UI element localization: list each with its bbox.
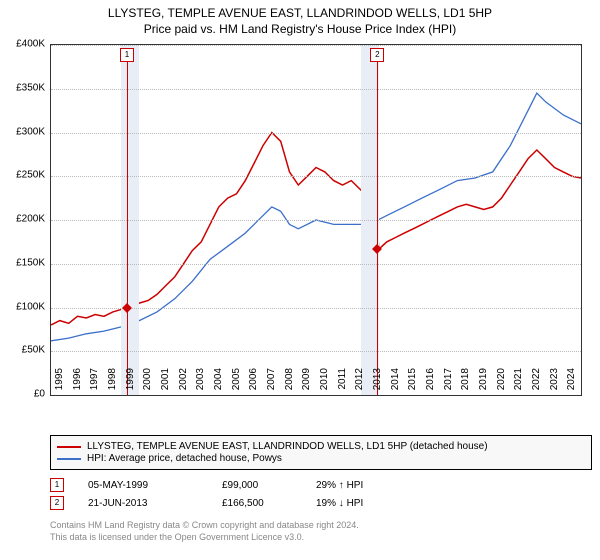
gridline xyxy=(51,351,581,352)
y-tick-label: £100K xyxy=(0,301,45,312)
footnote-line1: Contains HM Land Registry data © Crown c… xyxy=(50,520,359,532)
sale-date: 05-MAY-1999 xyxy=(88,480,198,491)
x-tick-label: 2007 xyxy=(266,368,277,398)
x-tick-label: 1995 xyxy=(54,368,65,398)
event-marker-line xyxy=(127,61,128,395)
y-tick-label: £350K xyxy=(0,82,45,93)
footnote: Contains HM Land Registry data © Crown c… xyxy=(50,520,359,543)
x-tick-label: 2008 xyxy=(284,368,295,398)
footnote-line2: This data is licensed under the Open Gov… xyxy=(50,532,359,544)
y-tick-label: £150K xyxy=(0,257,45,268)
plot-area: 12 xyxy=(50,44,582,396)
x-tick-label: 2022 xyxy=(531,368,542,398)
legend: LLYSTEG, TEMPLE AVENUE EAST, LLANDRINDOD… xyxy=(50,435,592,470)
gridline xyxy=(51,176,581,177)
x-tick-label: 2019 xyxy=(478,368,489,398)
x-tick-label: 2020 xyxy=(496,368,507,398)
x-tick-label: 1997 xyxy=(89,368,100,398)
x-tick-label: 2009 xyxy=(301,368,312,398)
legend-label: HPI: Average price, detached house, Powy… xyxy=(87,453,282,464)
y-tick-label: £400K xyxy=(0,39,45,50)
gridline xyxy=(51,133,581,134)
sale-marker: 1 xyxy=(50,478,64,492)
x-tick-label: 2014 xyxy=(390,368,401,398)
x-tick-label: 2018 xyxy=(460,368,471,398)
sale-delta: 29% ↑ HPI xyxy=(316,480,406,491)
y-tick-label: £250K xyxy=(0,170,45,181)
x-tick-label: 2002 xyxy=(178,368,189,398)
x-tick-label: 2013 xyxy=(372,368,383,398)
x-tick-label: 2021 xyxy=(513,368,524,398)
sale-row: 1 05-MAY-1999 £99,000 29% ↑ HPI xyxy=(50,478,406,492)
x-tick-label: 2015 xyxy=(407,368,418,398)
x-tick-label: 2004 xyxy=(213,368,224,398)
sale-price: £99,000 xyxy=(222,480,292,491)
y-tick-label: £200K xyxy=(0,214,45,225)
x-tick-label: 1996 xyxy=(72,368,83,398)
sale-marker: 2 xyxy=(50,496,64,510)
chart-title: LLYSTEG, TEMPLE AVENUE EAST, LLANDRINDOD… xyxy=(0,0,600,20)
event-marker-line xyxy=(377,61,378,395)
chart-container: LLYSTEG, TEMPLE AVENUE EAST, LLANDRINDOD… xyxy=(0,0,600,560)
x-tick-label: 1999 xyxy=(125,368,136,398)
gridline xyxy=(51,264,581,265)
gridline xyxy=(51,45,581,46)
x-tick-label: 2000 xyxy=(142,368,153,398)
event-marker-box: 1 xyxy=(120,48,134,62)
gridline xyxy=(51,89,581,90)
legend-item: LLYSTEG, TEMPLE AVENUE EAST, LLANDRINDOD… xyxy=(57,441,585,452)
legend-item: HPI: Average price, detached house, Powy… xyxy=(57,453,585,464)
sale-delta: 19% ↓ HPI xyxy=(316,498,406,509)
x-tick-label: 2011 xyxy=(337,368,348,398)
x-tick-label: 1998 xyxy=(107,368,118,398)
sale-price: £166,500 xyxy=(222,498,292,509)
x-tick-label: 2023 xyxy=(549,368,560,398)
x-tick-label: 2017 xyxy=(443,368,454,398)
x-tick-label: 2012 xyxy=(354,368,365,398)
gridline xyxy=(51,220,581,221)
x-tick-label: 2005 xyxy=(231,368,242,398)
y-tick-label: £50K xyxy=(0,345,45,356)
event-marker-box: 2 xyxy=(370,48,384,62)
x-tick-label: 2006 xyxy=(248,368,259,398)
x-tick-label: 2024 xyxy=(566,368,577,398)
sale-row: 2 21-JUN-2013 £166,500 19% ↓ HPI xyxy=(50,496,406,510)
x-tick-label: 2003 xyxy=(195,368,206,398)
sale-date: 21-JUN-2013 xyxy=(88,498,198,509)
legend-swatch xyxy=(57,446,81,448)
x-tick-label: 2001 xyxy=(160,368,171,398)
x-tick-label: 2016 xyxy=(425,368,436,398)
legend-swatch xyxy=(57,458,81,460)
sales-table: 1 05-MAY-1999 £99,000 29% ↑ HPI 2 21-JUN-2013… xyxy=(50,478,406,514)
x-tick-label: 2010 xyxy=(319,368,330,398)
legend-label: LLYSTEG, TEMPLE AVENUE EAST, LLANDRINDOD… xyxy=(87,441,488,452)
y-tick-label: £300K xyxy=(0,126,45,137)
chart-subtitle: Price paid vs. HM Land Registry's House … xyxy=(0,22,600,36)
y-tick-label: £0 xyxy=(0,389,45,400)
